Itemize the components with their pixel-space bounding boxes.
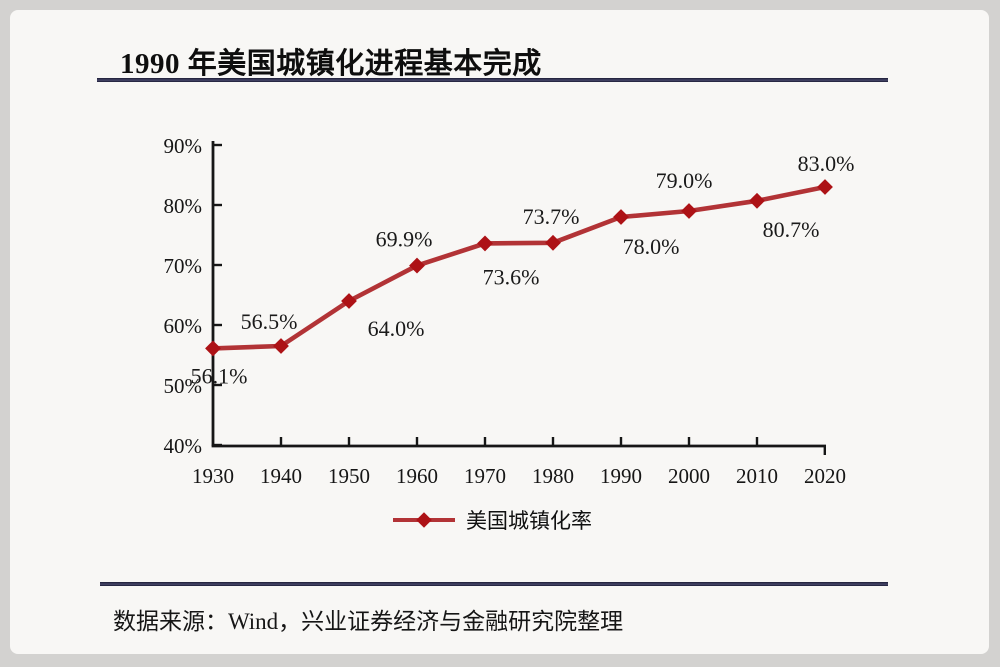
data-point-marker (681, 203, 697, 219)
x-tick-label: 1980 (532, 464, 574, 488)
x-tick-label: 1950 (328, 464, 370, 488)
x-tick-label: 1930 (192, 464, 234, 488)
urbanization-line-chart: 40% 50% 60% 70% 80% 90% 1930 1940 1950 1960 1970 19… (164, 134, 855, 488)
series-line (210, 184, 828, 351)
x-tick-label: 1990 (600, 464, 642, 488)
y-tick-label: 70% (164, 254, 203, 278)
data-source: 数据来源：Wind，兴业证券经济与金融研究院整理 (113, 609, 624, 634)
y-tick-label: 60% (164, 314, 203, 338)
y-tick-label: 40% (164, 434, 203, 458)
x-tick-label: 2020 (804, 464, 846, 488)
data-point-label: 78.0% (623, 234, 680, 259)
legend-label: 美国城镇化率 (466, 509, 592, 533)
y-tick-label: 90% (164, 134, 203, 158)
data-point-marker (477, 235, 493, 252)
data-point-label: 73.7% (523, 204, 580, 229)
data-point-label: 79.0% (656, 168, 713, 193)
data-point-label: 73.6% (483, 264, 540, 289)
data-point-label: 56.1% (191, 363, 248, 388)
page-title: 1990 年美国城镇化进程基本完成 (120, 48, 542, 80)
data-point-label: 56.5% (241, 309, 298, 334)
data-point-label: 69.9% (376, 227, 433, 252)
title-rule (97, 78, 888, 82)
data-point-marker (409, 257, 425, 274)
legend: 美国城镇化率 (393, 508, 592, 533)
data-point-marker (817, 179, 833, 195)
data-point-marker (613, 209, 629, 225)
chart-card: 1990 年美国城镇化进程基本完成 40% 50% 60% 70% 80% 90% 1930… (10, 10, 989, 654)
data-point-marker (749, 192, 765, 209)
diamond-marker-icon (416, 512, 432, 528)
y-tick-label: 50% (164, 374, 203, 398)
x-tick-label: 2000 (668, 464, 710, 488)
x-tick-label: 1940 (260, 464, 302, 488)
x-tick-label: 2010 (736, 464, 778, 488)
y-tick-label: 80% (164, 194, 203, 218)
x-tick-label: 1960 (396, 464, 438, 488)
data-point-label: 80.7% (763, 217, 820, 242)
data-point-marker (545, 234, 561, 251)
data-point-label: 83.0% (798, 151, 855, 176)
data-point-label: 64.0% (368, 316, 425, 341)
legend-line-diamond-icon (393, 512, 455, 528)
x-tick-label: 1970 (464, 464, 506, 488)
footer-rule (100, 582, 888, 586)
data-point-marker (205, 340, 221, 357)
